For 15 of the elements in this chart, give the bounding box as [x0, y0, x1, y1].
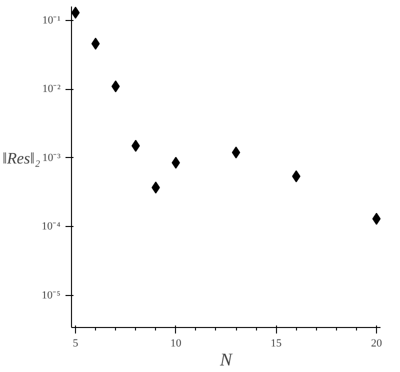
- x-axis-title: N: [218, 350, 233, 370]
- y-tick-label: 10⁻⁵: [42, 289, 61, 302]
- point: [91, 38, 100, 50]
- point: [232, 146, 240, 158]
- point: [172, 156, 180, 169]
- y-tick-label: 10⁻¹: [42, 14, 61, 27]
- y-axis-title: ‖Res‖₂: [2, 150, 41, 168]
- x-tick-label: 5: [72, 338, 79, 350]
- y-tick-label: 10⁻³: [42, 152, 62, 164]
- x-tick-label: 20: [370, 338, 382, 350]
- y-tick-label: 10⁻⁴: [42, 220, 61, 233]
- x-tick-label: 15: [270, 338, 282, 350]
- x-tick-label: 10: [170, 338, 182, 350]
- point: [111, 80, 120, 92]
- y-tick-label: 10⁻²: [42, 83, 62, 96]
